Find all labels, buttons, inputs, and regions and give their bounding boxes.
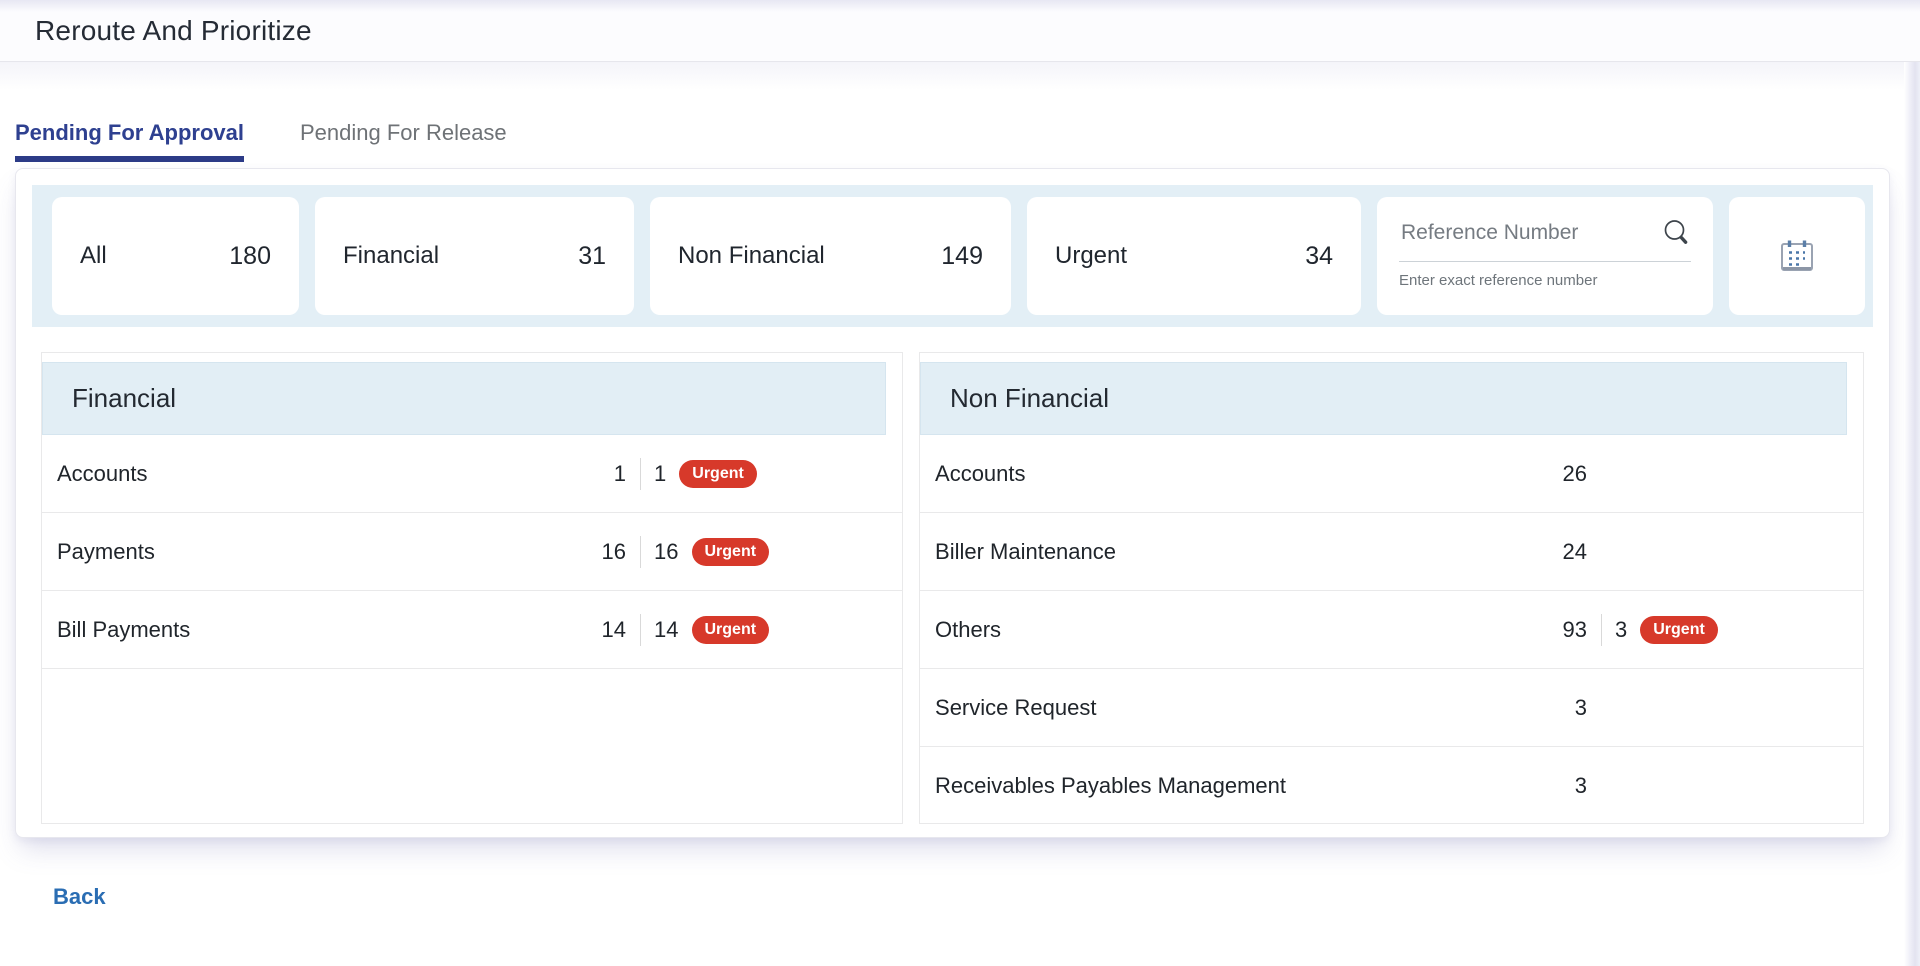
tab-pending-for-approval[interactable]: Pending For Approval [15, 120, 244, 162]
row-label: Payments [57, 538, 155, 564]
urgent-count: 1 [654, 460, 667, 486]
row-label: Accounts [935, 460, 1026, 486]
row-urgent-area: 1 Urgent [626, 457, 902, 490]
row-count: 24 [1562, 538, 1587, 564]
filter-card-label: Urgent [1055, 242, 1128, 269]
financial-panel: Financial Accounts 1 1 Urgent Payments 1… [41, 352, 904, 824]
table-row[interactable]: Service Request 3 [920, 669, 1863, 747]
row-count: 1 [613, 460, 627, 486]
reference-number-input[interactable] [1399, 220, 1661, 246]
urgent-badge: Urgent [691, 537, 770, 566]
table-row[interactable]: Accounts 26 [920, 435, 1863, 513]
filter-card-financial[interactable]: Financial 31 [315, 197, 634, 315]
scroll-gutter [1904, 0, 1920, 966]
table-row[interactable]: Receivables Payables Management 3 [920, 747, 1863, 823]
row-urgent-area: 16 Urgent [626, 535, 902, 568]
table-row[interactable]: Payments 16 16 Urgent [42, 513, 903, 591]
panel-title: Financial [72, 383, 177, 413]
row-count: 3 [1574, 694, 1587, 720]
page-header: Reroute And Prioritize [0, 0, 1920, 62]
count-divider [640, 535, 642, 568]
filter-card-label: Financial [343, 242, 440, 269]
row-count: 14 [601, 616, 627, 642]
back-link[interactable]: Back [53, 884, 106, 909]
table-row[interactable]: Biller Maintenance 24 [920, 513, 1863, 591]
count-divider [1601, 613, 1602, 646]
row-count: 3 [1574, 772, 1587, 798]
page-title: Reroute And Prioritize [35, 14, 312, 46]
count-divider [640, 613, 642, 646]
filter-card-count: 149 [941, 241, 983, 270]
urgent-badge: Urgent [691, 615, 770, 644]
search-icon[interactable] [1661, 217, 1691, 249]
filter-card-count: 34 [1305, 241, 1333, 270]
urgent-count: 14 [654, 616, 679, 642]
row-label: Others [935, 616, 1002, 642]
table-row[interactable]: Bill Payments 14 14 Urgent [42, 591, 903, 669]
filter-card-count: 31 [578, 241, 606, 270]
non-financial-panel: Non Financial Accounts 26 Biller Mainten… [919, 352, 1864, 824]
row-label: Receivables Payables Management [935, 772, 1286, 798]
row-label: Bill Payments [57, 616, 191, 642]
row-count: 26 [1562, 460, 1587, 486]
panel-title: Non Financial [950, 383, 1109, 413]
panels-area: Financial Accounts 1 1 Urgent Payments 1… [32, 352, 1873, 824]
row-label: Biller Maintenance [935, 538, 1116, 564]
row-count: 93 [1562, 616, 1587, 642]
reference-input-wrap [1399, 217, 1691, 262]
header-shadow [0, 62, 1920, 90]
filter-card-urgent[interactable]: Urgent 34 [1027, 197, 1361, 315]
content-card: All 180 Financial 31 Non Financial 149 U… [15, 168, 1890, 838]
row-urgent-area: 3 Urgent [1587, 613, 1863, 646]
reference-search-card: Enter exact reference number [1377, 197, 1713, 315]
footer: Back [53, 884, 1920, 910]
urgent-count: 3 [1615, 616, 1628, 642]
table-row[interactable]: Accounts 1 1 Urgent [42, 435, 903, 513]
row-urgent-area: 14 Urgent [626, 613, 902, 646]
financial-panel-header: Financial [42, 362, 887, 435]
filter-card-count: 180 [229, 241, 271, 270]
date-filter-button[interactable] [1729, 197, 1865, 315]
row-label: Accounts [57, 460, 148, 486]
urgent-count: 16 [654, 538, 679, 564]
count-divider [640, 457, 642, 490]
filter-card-non-financial[interactable]: Non Financial 149 [650, 197, 1011, 315]
filter-card-label: Non Financial [678, 242, 825, 269]
row-count: 16 [601, 538, 627, 564]
row-label: Service Request [935, 694, 1097, 720]
filter-card-all[interactable]: All 180 [52, 197, 299, 315]
filter-strip: All 180 Financial 31 Non Financial 149 U… [32, 185, 1873, 327]
table-row[interactable]: Others 93 3 Urgent [920, 591, 1863, 669]
filter-card-label: All [80, 242, 107, 269]
calendar-icon [1781, 240, 1813, 271]
urgent-badge: Urgent [679, 459, 757, 488]
reference-helper-text: Enter exact reference number [1399, 272, 1598, 289]
non-financial-panel-header: Non Financial [920, 362, 1847, 435]
tab-bar: Pending For Approval Pending For Release [0, 120, 1920, 162]
urgent-badge: Urgent [1640, 615, 1718, 644]
tab-pending-for-release[interactable]: Pending For Release [299, 120, 507, 145]
